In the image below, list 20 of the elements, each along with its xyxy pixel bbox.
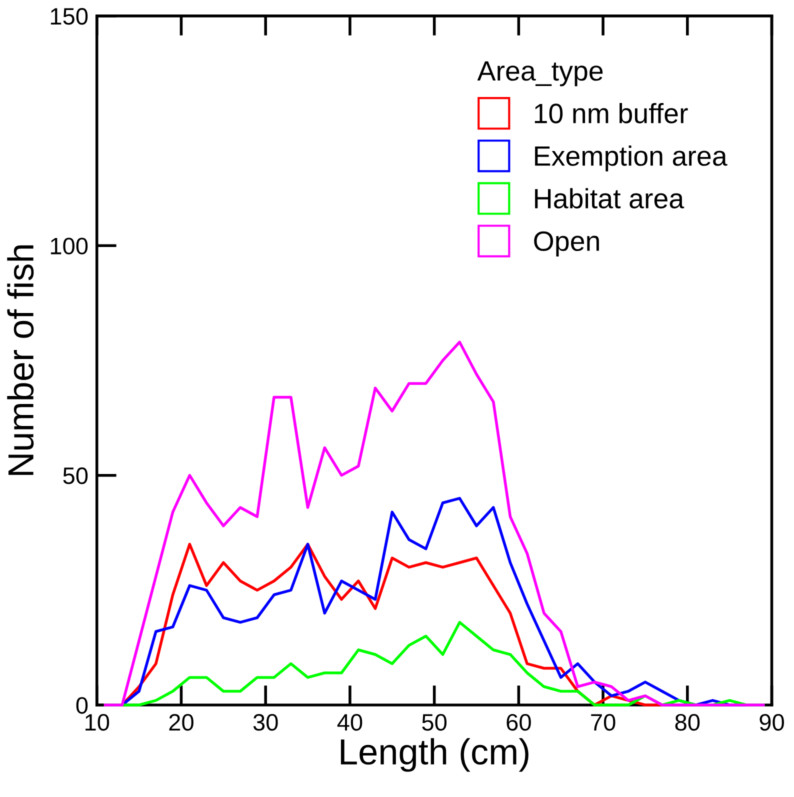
x-tick-label: 50 (422, 714, 447, 731)
x-tick-label: 40 (337, 714, 362, 731)
legend-label: Exemption area (535, 146, 728, 172)
x-tick-label: 80 (675, 714, 700, 731)
y-tick-label: 50 (63, 467, 88, 484)
x-axis-title: Length (cm) (340, 738, 528, 772)
legend-label: 10 nm buffer (534, 102, 688, 124)
y-tick-label: 150 (50, 8, 88, 25)
y-axis-title: Number of fish (7, 245, 34, 475)
x-tick-label: 30 (253, 714, 278, 731)
y-tick-label: 0 (76, 697, 88, 714)
legend-label: Habitat area (535, 188, 684, 208)
x-tick-label: 90 (760, 714, 784, 731)
x-tick-label: 70 (591, 714, 616, 731)
x-tick-label: 10 (86, 714, 110, 731)
y-tick-label: 100 (50, 238, 88, 254)
x-tick-label: 20 (169, 714, 194, 731)
x-tick-label: 60 (506, 714, 531, 731)
legend-title: Area_type (477, 61, 603, 86)
legend-label: Open (534, 231, 599, 257)
